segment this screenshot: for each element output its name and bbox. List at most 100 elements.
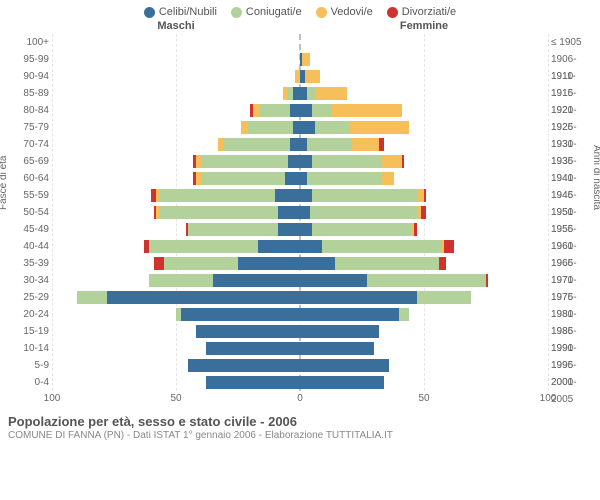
male-bar	[52, 342, 300, 355]
male-bar	[52, 70, 300, 83]
segment-married	[164, 257, 238, 270]
bar-row	[52, 374, 548, 391]
bar-row	[52, 170, 548, 187]
male-bar	[52, 36, 300, 49]
y-axis-left: 100+95-9990-9485-8980-8475-7970-7465-696…	[6, 34, 52, 408]
age-label: 60-64	[6, 170, 52, 187]
female-bar	[300, 189, 548, 202]
birth-label: 1931-1935	[548, 136, 594, 153]
male-bar	[52, 291, 300, 304]
female-bar	[300, 206, 548, 219]
segment-widowed	[315, 87, 347, 100]
segment-single	[300, 223, 312, 236]
age-label: 10-14	[6, 340, 52, 357]
segment-single	[107, 291, 300, 304]
segment-married	[322, 240, 441, 253]
segment-widowed	[350, 121, 410, 134]
male-bar	[52, 53, 300, 66]
segment-married	[312, 189, 416, 202]
birth-label: 1961-1965	[548, 238, 594, 255]
female-bar	[300, 257, 548, 270]
segment-single	[300, 291, 417, 304]
segment-single	[290, 104, 300, 117]
female-bar	[300, 172, 548, 185]
female-bar	[300, 291, 548, 304]
segment-married	[223, 138, 290, 151]
age-label: 50-54	[6, 204, 52, 221]
segment-married	[159, 189, 276, 202]
segment-widowed	[253, 104, 260, 117]
bar-row	[52, 136, 548, 153]
age-label: 95-99	[6, 51, 52, 68]
y-axis-right: ≤ 19051906-19101911-19151916-19201921-19…	[548, 34, 594, 408]
birth-label: 1966-1970	[548, 255, 594, 272]
segment-single	[300, 342, 374, 355]
bar-rows	[52, 34, 548, 391]
segment-married	[417, 291, 472, 304]
footer: Popolazione per età, sesso e stato civil…	[0, 408, 600, 441]
x-tick: 50	[170, 393, 181, 404]
birth-label: 1916-1920	[548, 85, 594, 102]
segment-single	[288, 155, 300, 168]
chart-subtitle: COMUNE DI FANNA (PN) - Dati ISTAT 1° gen…	[8, 430, 592, 441]
bar-row	[52, 221, 548, 238]
segment-married	[307, 138, 352, 151]
birth-label: 1991-1995	[548, 340, 594, 357]
segment-married	[399, 308, 409, 321]
birth-label: 1956-1960	[548, 221, 594, 238]
age-label: 80-84	[6, 102, 52, 119]
segment-married	[310, 206, 417, 219]
bar-row	[52, 323, 548, 340]
female-bar	[300, 138, 548, 151]
segment-divorced	[486, 274, 488, 287]
age-label: 65-69	[6, 153, 52, 170]
segment-married	[201, 172, 285, 185]
segment-single	[188, 359, 300, 372]
age-label: 35-39	[6, 255, 52, 272]
female-bar	[300, 155, 548, 168]
segment-single	[300, 121, 315, 134]
age-label: 90-94	[6, 68, 52, 85]
female-bar	[300, 53, 548, 66]
segment-widowed	[241, 121, 248, 134]
segment-divorced	[439, 257, 446, 270]
age-label: 100+	[6, 34, 52, 51]
female-bar	[300, 274, 548, 287]
female-bar	[300, 223, 548, 236]
birth-label: ≤ 1905	[548, 34, 594, 51]
male-bar	[52, 223, 300, 236]
header-female: Femmine	[300, 20, 548, 32]
bar-row	[52, 289, 548, 306]
bar-row	[52, 119, 548, 136]
age-label: 25-29	[6, 289, 52, 306]
bar-row	[52, 357, 548, 374]
segment-single	[300, 172, 307, 185]
birth-label: 1976-1980	[548, 289, 594, 306]
age-label: 20-24	[6, 306, 52, 323]
segment-married	[260, 104, 290, 117]
male-bar	[52, 359, 300, 372]
segment-single	[206, 376, 300, 389]
legend-item: Coniugati/e	[231, 6, 302, 18]
age-label: 15-19	[6, 323, 52, 340]
male-bar	[52, 257, 300, 270]
chart-title: Popolazione per età, sesso e stato civil…	[8, 414, 592, 429]
segment-divorced	[424, 189, 426, 202]
male-bar	[52, 376, 300, 389]
female-bar	[300, 342, 548, 355]
bar-row	[52, 238, 548, 255]
segment-married	[307, 87, 314, 100]
bar-row	[52, 255, 548, 272]
female-bar	[300, 70, 548, 83]
segment-married	[307, 172, 381, 185]
segment-married	[149, 240, 258, 253]
segment-single	[300, 257, 335, 270]
female-bar	[300, 325, 548, 338]
segment-single	[181, 308, 300, 321]
x-axis: 10050050100	[52, 391, 548, 408]
birth-label: 1936-1940	[548, 153, 594, 170]
segment-widowed	[352, 138, 379, 151]
segment-married	[201, 155, 288, 168]
segment-single	[290, 138, 300, 151]
bar-row	[52, 272, 548, 289]
